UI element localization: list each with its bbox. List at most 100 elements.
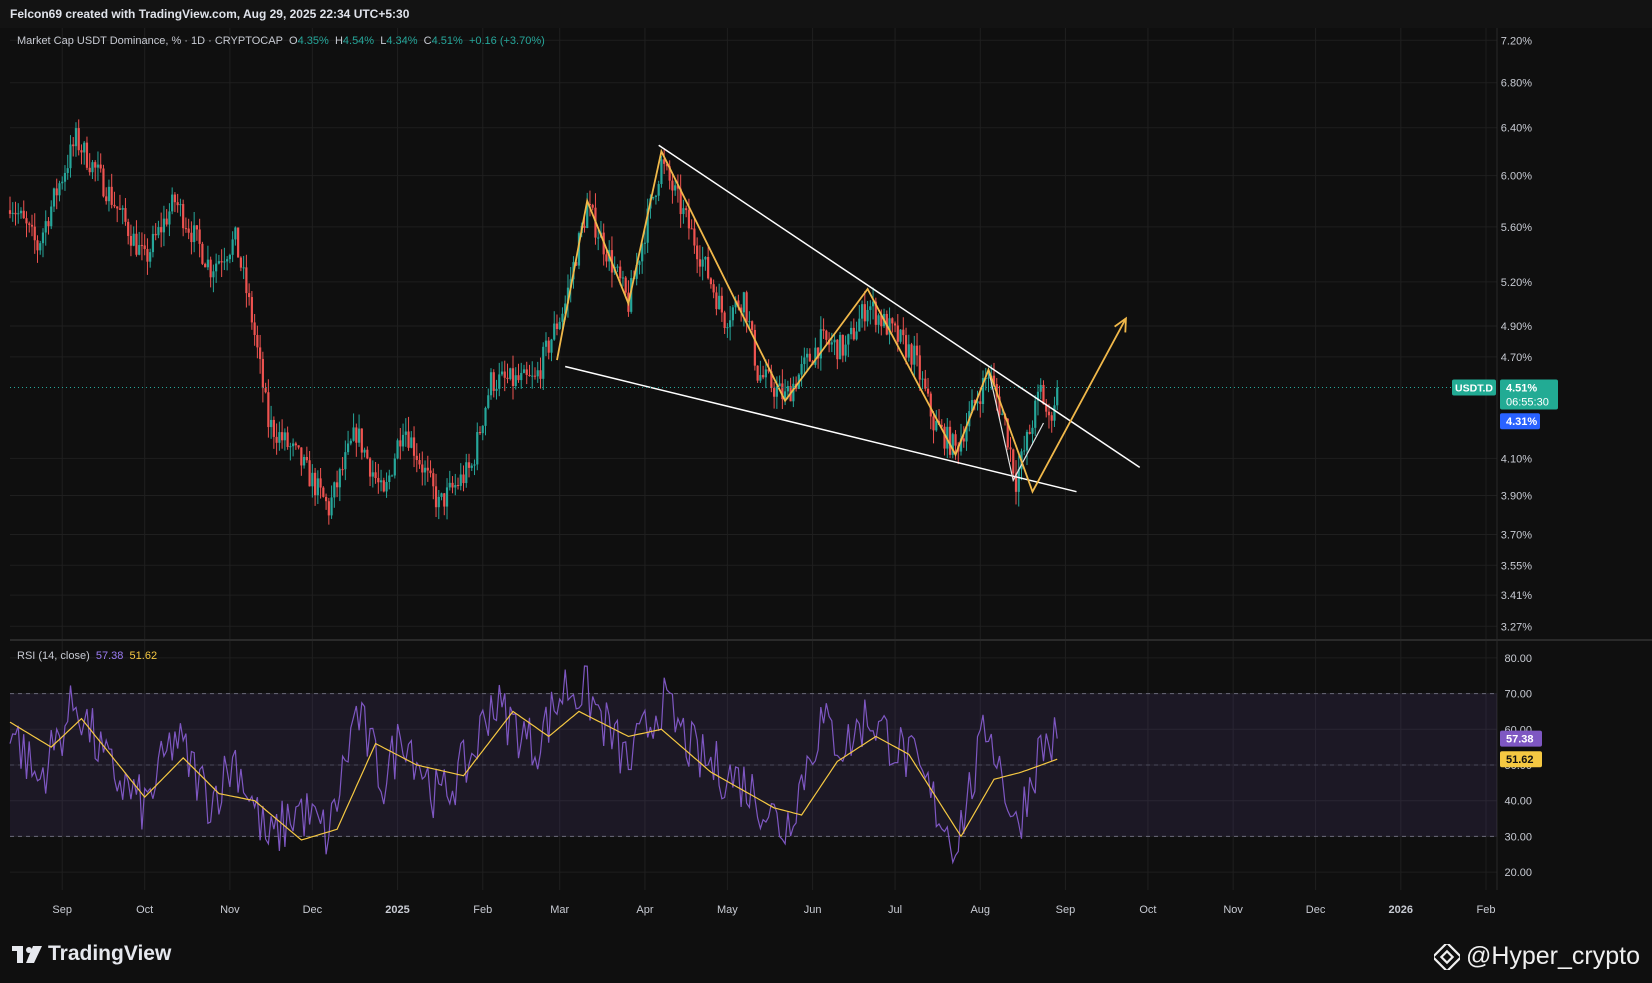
candle-body — [223, 261, 226, 263]
candle-body — [704, 256, 707, 260]
candle-body — [495, 388, 498, 391]
candle-41 — [121, 205, 124, 225]
candle-body — [228, 254, 231, 260]
candle-body — [91, 162, 94, 173]
candle-71 — [204, 262, 207, 268]
candle-13 — [44, 210, 47, 246]
candle-10 — [36, 235, 39, 263]
candle-156 — [437, 489, 440, 520]
candle-body — [871, 301, 875, 307]
candle-105 — [297, 445, 300, 450]
candle-177 — [495, 379, 498, 400]
time-tick-label: Nov — [220, 904, 240, 916]
candle-body — [1009, 447, 1012, 450]
candle-body — [476, 432, 479, 465]
candle-17 — [55, 178, 58, 210]
candle-body — [921, 378, 924, 380]
candle-29 — [88, 153, 91, 176]
candle-306 — [849, 321, 853, 340]
candle-238 — [663, 148, 666, 175]
rsi-band — [10, 693, 1497, 837]
candle-body — [566, 287, 570, 304]
rsi-line — [9, 665, 1058, 865]
candle-body — [825, 330, 828, 340]
candle-253 — [704, 256, 707, 271]
candle-body — [723, 312, 726, 328]
candle-body — [179, 204, 182, 206]
candle-197 — [550, 338, 553, 362]
candle-135 — [379, 469, 383, 492]
candle-body — [182, 204, 185, 229]
candle-86 — [245, 254, 248, 308]
candle-body — [297, 445, 300, 448]
candle-179 — [500, 361, 504, 377]
candle-body — [124, 208, 127, 222]
candle-75 — [215, 253, 218, 283]
candle-352 — [976, 390, 979, 411]
candle-109 — [308, 450, 311, 487]
candle-274 — [762, 365, 765, 380]
candle-174 — [487, 388, 490, 410]
candle-body — [275, 436, 278, 443]
candle-88 — [250, 291, 253, 330]
candle-309 — [858, 305, 861, 332]
tradingview-brand-text: TradingView — [48, 942, 172, 965]
secondary-price-text: 4.31% — [1506, 416, 1537, 428]
candle-373 — [1034, 395, 1037, 437]
candle-153 — [429, 460, 432, 478]
candle-body — [544, 340, 548, 347]
time-tick-label: Nov — [1223, 904, 1243, 916]
candle-body — [893, 323, 897, 326]
candle-146 — [410, 431, 413, 449]
candle-181 — [506, 363, 509, 384]
candle-body — [668, 166, 671, 181]
candle-body — [305, 456, 308, 461]
candle-body — [888, 318, 891, 335]
candle-281 — [781, 369, 784, 410]
candle-body — [421, 464, 424, 473]
candle-body — [157, 227, 160, 236]
candle-244 — [679, 174, 682, 228]
candle-184 — [514, 367, 517, 390]
candle-328 — [910, 342, 913, 372]
price-tick-label: 3.70% — [1501, 530, 1532, 542]
candle-body — [456, 484, 460, 486]
candle-body — [212, 271, 215, 278]
candle-270 — [751, 320, 754, 334]
candle-body — [536, 370, 539, 377]
candle-294 — [816, 347, 820, 369]
candle-body — [368, 458, 372, 477]
candle-body — [173, 194, 177, 203]
price-tick-label: 5.20% — [1501, 277, 1532, 289]
candle-body — [377, 478, 380, 483]
candle-79 — [226, 256, 229, 271]
candle-body — [423, 467, 427, 473]
candle-194 — [542, 342, 545, 390]
candle-295 — [819, 316, 822, 371]
candle-body — [624, 277, 627, 293]
candle-body — [432, 473, 435, 487]
candle-body — [25, 218, 28, 224]
candle-59 — [171, 187, 174, 215]
candle-body — [39, 243, 42, 251]
candle-55 — [160, 212, 163, 248]
candle-87 — [248, 283, 251, 306]
candle-body — [1039, 384, 1042, 392]
candle-body — [726, 327, 729, 329]
change-value: +0.16 (+3.70%) — [468, 35, 545, 47]
candle-body — [800, 364, 803, 375]
candle-body — [396, 440, 399, 459]
candle-body — [190, 232, 193, 243]
candle-body — [781, 383, 784, 400]
candle-body — [132, 233, 135, 246]
trendline-upper — [658, 144, 1141, 469]
candle-body — [998, 396, 1001, 415]
rsi-tick-label: 80.00 — [1504, 653, 1532, 665]
candle-body — [833, 339, 836, 343]
tradingview-brand[interactable]: TradingView — [12, 942, 171, 966]
candle-body — [239, 257, 242, 268]
candle-108 — [305, 446, 308, 463]
candle-114 — [322, 486, 325, 498]
candle-279 — [775, 376, 778, 409]
